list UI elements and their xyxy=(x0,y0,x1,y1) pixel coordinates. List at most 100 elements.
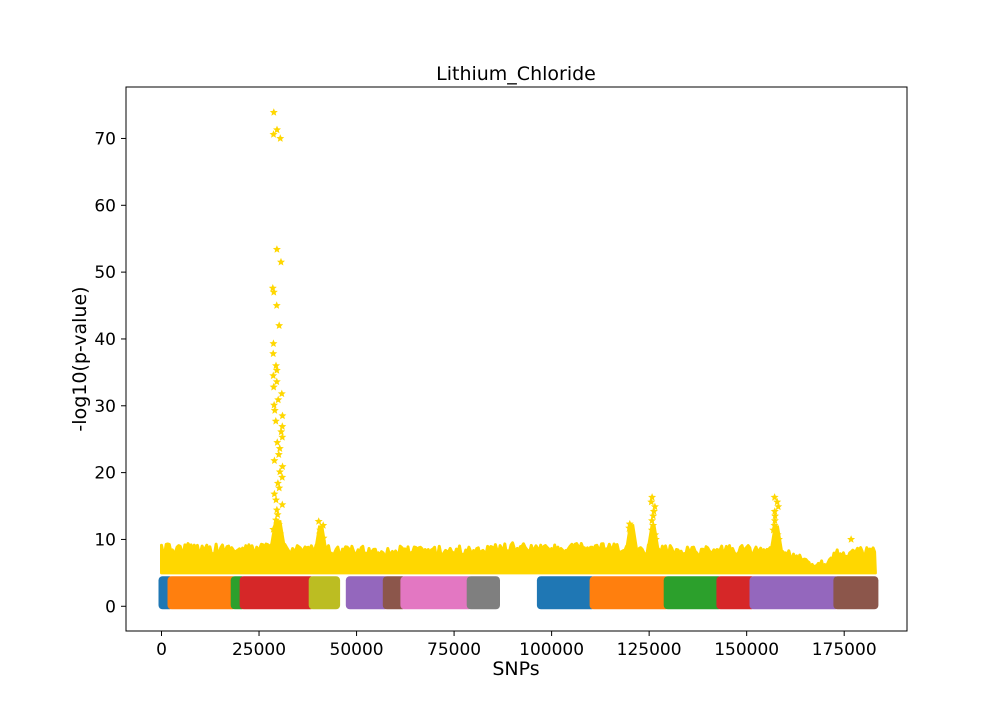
peak-1-point-18 xyxy=(277,389,286,398)
peak-1-point-20 xyxy=(270,400,279,409)
peak-1-point-6 xyxy=(277,257,285,266)
peak-4-point-5 xyxy=(649,511,658,520)
chromosome-block-4 xyxy=(239,576,315,610)
y-tick-label: 20 xyxy=(94,464,116,484)
peak-5-point-10 xyxy=(774,535,783,543)
peak-5-point-8 xyxy=(769,525,778,534)
peak-5-point-1 xyxy=(770,493,779,501)
peak-3-point-4 xyxy=(627,532,636,541)
x-axis-label: SNPs xyxy=(492,658,539,680)
x-axis: 0 25000 50000 75000 100000 125000 150000 175000 xyxy=(156,631,877,660)
peak-1-point-39 xyxy=(272,505,281,514)
chromosome-block-11 xyxy=(589,576,670,610)
peak-5-point-9 xyxy=(773,530,782,539)
peak-1-point-2 xyxy=(273,125,281,134)
chromosome-block-13 xyxy=(716,576,756,610)
y-tick-label: 40 xyxy=(94,330,116,350)
peak-1-point-26 xyxy=(278,433,287,441)
peak-1-point-11 xyxy=(269,339,278,347)
peak-1-point-35 xyxy=(275,483,284,492)
y-tick-label: 70 xyxy=(94,129,116,149)
peak-1-point-17 xyxy=(269,382,278,391)
y-tick-label: 30 xyxy=(94,397,116,417)
peak-1-point-40 xyxy=(273,510,282,519)
peak-4-point-4 xyxy=(649,507,658,515)
chromosome-block-15 xyxy=(833,576,879,610)
peak-1-point-5 xyxy=(272,245,281,253)
peak-3-point-2 xyxy=(625,523,634,532)
chart-title: Lithium_Chloride xyxy=(436,63,596,85)
x-tick-label: 25000 xyxy=(232,640,286,660)
peak-1-point-7 xyxy=(268,284,277,292)
peak-1-point-16 xyxy=(272,377,281,386)
peak-1-point-38 xyxy=(278,500,287,509)
peak-1-point-36 xyxy=(270,489,279,498)
peak-1-point-43 xyxy=(269,525,278,533)
chromosome-block-9 xyxy=(466,576,500,610)
peak-2-point-4 xyxy=(315,529,324,538)
chromosome-block-5 xyxy=(308,576,341,610)
peak-1-point-12 xyxy=(269,349,278,358)
peak-1-point-24 xyxy=(278,422,287,430)
x-tick-label: 75000 xyxy=(427,640,481,660)
significant-snp-peaks xyxy=(268,108,856,553)
peak-4-point-2 xyxy=(647,497,656,506)
x-tick-label: 175000 xyxy=(812,640,877,660)
chromosome-blocks xyxy=(158,576,879,610)
peak-4-point-9 xyxy=(651,530,660,539)
plot-area xyxy=(158,108,879,610)
peak-3-point-3 xyxy=(626,528,635,537)
x-tick-label: 100000 xyxy=(519,640,584,660)
peak-2-point-1 xyxy=(314,517,323,525)
peak-5-point-2 xyxy=(773,497,782,506)
peak-1-point-15 xyxy=(269,371,278,380)
peak-2-point-5 xyxy=(319,533,328,542)
peak-1-point-23 xyxy=(271,417,280,425)
peak-1-point-13 xyxy=(272,361,280,370)
peak-1-point-21 xyxy=(270,406,279,414)
x-tick-label: 50000 xyxy=(330,640,384,660)
peak-1-point-19 xyxy=(274,395,283,404)
y-axis-label: -log10(p-value) xyxy=(69,286,91,431)
peak-4-point-1 xyxy=(648,493,657,501)
peak-1-point-1 xyxy=(269,108,278,116)
plot-frame xyxy=(125,86,908,632)
peak-4-point-6 xyxy=(648,516,656,525)
peak-1-point-3 xyxy=(269,130,278,138)
peak-1-point-30 xyxy=(270,456,279,464)
peak-4-point-3 xyxy=(650,502,659,511)
peak-1-point-10 xyxy=(275,321,284,329)
chromosome-block-14 xyxy=(749,576,840,610)
y-tick-label: 10 xyxy=(94,530,116,550)
peak-1-point-42 xyxy=(274,520,283,529)
peak-5-point-3 xyxy=(774,502,783,511)
peak-1-point-34 xyxy=(273,479,282,487)
peak-1-point-32 xyxy=(275,467,284,476)
chromosome-block-2 xyxy=(167,576,237,610)
peak-1-point-44 xyxy=(276,529,285,538)
significant-band-area xyxy=(160,541,877,575)
chromosome-block-10 xyxy=(536,576,596,610)
y-tick-label: 50 xyxy=(94,263,116,283)
peak-1-point-29 xyxy=(274,450,283,458)
peak-4-point-7 xyxy=(649,521,658,529)
peak-1-point-28 xyxy=(275,444,284,452)
x-tick-label: 125000 xyxy=(617,640,682,660)
chromosome-block-12 xyxy=(663,576,723,610)
peak-2-point-3 xyxy=(316,525,325,534)
peak-1-point-31 xyxy=(278,462,287,470)
peak-1-point-14 xyxy=(272,366,281,374)
y-tick-label: 60 xyxy=(94,196,116,216)
peak-4-point-10 xyxy=(651,535,660,543)
peak-1-point-27 xyxy=(273,438,282,446)
peak-1-point-8 xyxy=(269,288,278,296)
peak-3-point-1 xyxy=(625,519,634,528)
peak-1-point-33 xyxy=(278,473,287,481)
peak-4-point-8 xyxy=(647,525,656,534)
peak-2-point-2 xyxy=(319,521,328,529)
peak-5-point-6 xyxy=(770,516,779,525)
peak-1-point-22 xyxy=(278,411,287,420)
peak-1-point-25 xyxy=(277,427,286,436)
peak-1-point-41 xyxy=(272,515,280,524)
